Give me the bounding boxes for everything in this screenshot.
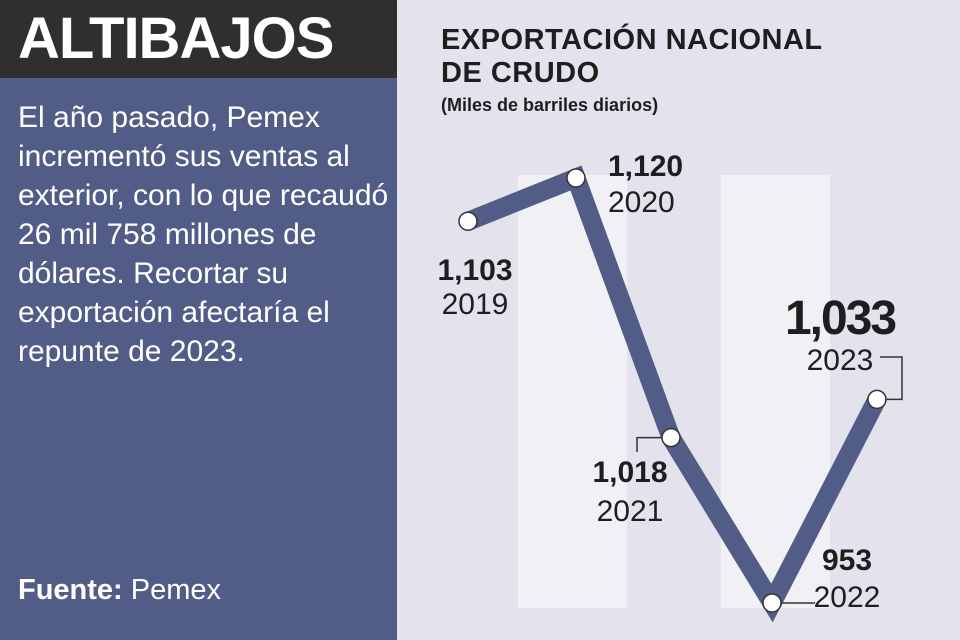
chart-panel: 1,103 2019 1,120 2020 1,018 2021 953 2022 1,033 2… [397, 0, 960, 640]
data-label-value-2023: 1,033 [785, 292, 895, 345]
data-label-year-2023: 2023 [807, 344, 874, 377]
data-label-value-2022: 953 [822, 544, 872, 577]
data-label-value-2020: 1,120 [608, 150, 683, 183]
data-label-value-2019: 1,103 [437, 254, 512, 287]
left-panel: ALTIBAJOS El año pasado, Pemex increment… [0, 0, 397, 640]
data-label-year-2022: 2022 [814, 581, 881, 614]
data-label-year-2019: 2019 [442, 288, 509, 321]
chart-title: EXPORTACIÓN NACIONAL DE CRUDO [441, 24, 823, 89]
body-text: El año pasado, Pemex incrementó sus vent… [18, 101, 389, 368]
source-line: Fuente: Pemex [18, 574, 221, 607]
header-bar: ALTIBAJOS [0, 0, 397, 78]
leader-line-2021 [636, 436, 671, 452]
data-point-2021 [661, 427, 681, 448]
data-label-year-2020: 2020 [608, 186, 675, 219]
data-label-year-2021: 2021 [597, 495, 664, 528]
data-label-value-2021: 1,018 [592, 456, 667, 489]
chart-subtitle: (Miles de barriles diarios) [441, 95, 659, 115]
data-point-2019 [458, 211, 478, 232]
data-point-2020 [566, 168, 586, 188]
source-value: Pemex [130, 574, 222, 606]
background-stripe [518, 175, 627, 608]
source-label: Fuente: [18, 574, 123, 606]
header-title: ALTIBAJOS [18, 6, 334, 71]
data-point-2023 [867, 389, 887, 410]
leader-line-2023 [877, 356, 903, 401]
data-point-2022 [762, 593, 782, 613]
